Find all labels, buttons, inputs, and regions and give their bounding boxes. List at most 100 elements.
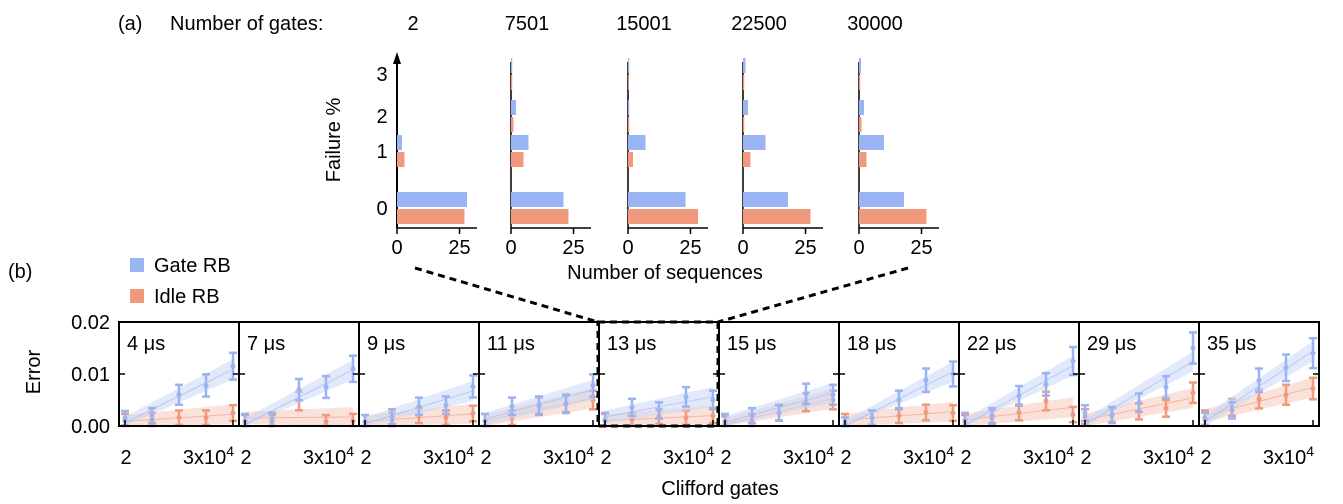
idle-rb-bar: [743, 209, 811, 224]
gate-rb-point: [535, 395, 543, 416]
error-panel-1: 7 μs 2 3x104: [238, 321, 360, 469]
panel-a-label: (a): [118, 13, 142, 35]
x-tick-label-left: 2: [720, 447, 731, 469]
gate-rb-bar: [859, 135, 884, 150]
gate-rb-point: [1161, 374, 1170, 400]
idle-rb-bar: [743, 75, 745, 90]
dwell-time-label: 15 μs: [727, 333, 776, 355]
gate-rb-point: [295, 377, 303, 402]
panel-b-label: (b): [8, 261, 32, 283]
highlight-box: [596, 320, 720, 428]
dwell-time-label: 35 μs: [1207, 333, 1256, 355]
idle-rb-bar: [511, 152, 524, 167]
panel-a-ytick-label: 0: [376, 198, 387, 220]
panel-a-ylabel: Failure %: [323, 98, 345, 183]
gate-rb-point: [655, 401, 663, 420]
gate-rb-point: [201, 373, 210, 398]
dwell-time-label: 4 μs: [127, 333, 165, 355]
gate-rb-point: [387, 408, 396, 426]
idle-rb-point: [175, 409, 183, 427]
gate-rb-bar: [397, 192, 467, 207]
group-x-tick-label: 25: [910, 237, 932, 259]
idle-rb-point: [1281, 383, 1290, 407]
gate-rb-bar: [628, 192, 686, 207]
idle-rb-bar: [859, 152, 867, 167]
panel-b-ytick-label: 0.00: [71, 416, 110, 438]
group-x-tick-label: 0: [737, 237, 748, 259]
idle-rb-bar: [511, 117, 514, 132]
dwell-time-label: 13 μs: [607, 333, 656, 355]
legend-swatch: [130, 258, 144, 272]
idle-rb-bar: [628, 117, 630, 132]
gate-rb-point: [441, 395, 450, 416]
idle-rb-bar: [628, 209, 698, 224]
gate-rb-point: [175, 383, 183, 407]
x-tick-label-left: 2: [360, 447, 371, 469]
group-x-tick-label: 25: [794, 237, 816, 259]
error-panel-2: 9 μs 2 3x104: [358, 321, 480, 469]
gate-rb-point: [987, 406, 996, 425]
panel-a-y-axis-arrow: [393, 52, 401, 64]
gate-rb-point: [1281, 353, 1290, 383]
gate-rb-bar: [628, 100, 630, 115]
x-tick-label-left: 2: [600, 447, 611, 469]
gate-rb-point: [921, 367, 930, 394]
error-panel-0: 4 μs 2 3x104: [118, 321, 240, 469]
x-tick-label-left: 2: [480, 447, 491, 469]
dwell-time-label: 29 μs: [1087, 333, 1136, 355]
idle-rb-bar: [859, 209, 927, 224]
gate-rb-bar: [628, 58, 630, 73]
idle-rb-bar: [743, 152, 751, 167]
zoom-line-right: [717, 266, 909, 324]
gate-rb-point: [507, 396, 516, 417]
group-x-tick-label: 0: [505, 237, 516, 259]
error-panel-4: 13 μs 2 3x104: [598, 321, 720, 469]
gate-rb-point: [147, 406, 156, 425]
gate-rb-bar: [859, 100, 864, 115]
x-tick-label-left: 2: [840, 447, 851, 469]
gate-rb-point: [1041, 371, 1050, 397]
x-tick-label-left: 2: [1200, 447, 1211, 469]
gate-rb-point: [561, 394, 570, 415]
gate-rb-point: [681, 385, 690, 408]
group-x-tick-label: 0: [622, 237, 633, 259]
idle-rb-bar: [859, 75, 861, 90]
idle-rb-point: [229, 403, 237, 423]
x-tick-label-right: 3x104: [423, 443, 474, 469]
failure-group-30000: 30000 0 25: [847, 13, 939, 259]
gates-count-label: 2: [407, 13, 418, 35]
idle-rb-bar: [743, 117, 745, 132]
gate-rb-point: [469, 374, 477, 399]
gates-count-label: 7501: [505, 13, 550, 35]
gate-rb-bar: [511, 58, 513, 73]
panel-a-ytick-label: 1: [376, 141, 387, 163]
dwell-time-label: 18 μs: [847, 333, 896, 355]
idle-rb-point: [1309, 376, 1317, 401]
legend-swatch: [130, 289, 144, 303]
legend-label: Idle RB: [154, 286, 220, 308]
gate-rb-point: [867, 409, 876, 427]
error-panel-8: 29 μs 2 3x104: [1078, 321, 1200, 469]
x-tick-label-right: 3x104: [783, 443, 834, 469]
gate-rb-bar: [743, 192, 788, 207]
idle-rb-point: [1069, 405, 1077, 424]
x-tick-label-right: 3x104: [1143, 443, 1194, 469]
idle-rb-bar: [397, 209, 465, 224]
error-panel-9: 35 μs 2 3x104: [1198, 321, 1320, 469]
error-panel-6: 18 μs 2 3x104: [838, 321, 960, 469]
gate-rb-point: [829, 383, 837, 407]
dwell-time-label: 11 μs: [487, 333, 535, 355]
group-x-tick-label: 25: [448, 237, 470, 259]
panel-b-ylabel: Error: [23, 349, 45, 394]
gates-header-label: Number of gates:: [170, 13, 323, 35]
x-tick-label-right: 3x104: [663, 443, 714, 469]
group-x-tick-label: 25: [679, 237, 701, 259]
x-tick-label-left: 2: [1080, 447, 1091, 469]
error-panel-5: 15 μs 2 3x104: [718, 321, 840, 469]
group-x-tick-label: 25: [562, 237, 584, 259]
gates-count-label: 22500: [731, 13, 787, 35]
group-x-tick-label: 0: [391, 237, 402, 259]
gate-rb-point: [895, 389, 903, 411]
panel-b-ytick-label: 0.02: [71, 312, 110, 334]
